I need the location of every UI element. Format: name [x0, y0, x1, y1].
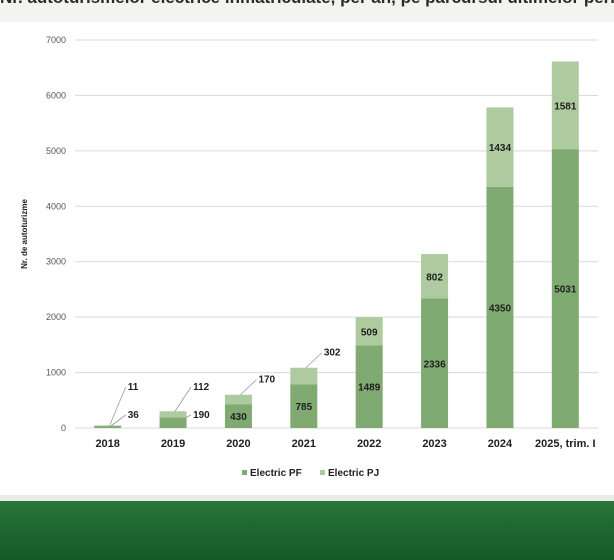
bar-pj [355, 317, 383, 346]
bar-pf [94, 426, 122, 428]
data-label: 190 [193, 410, 210, 421]
data-label: 36 [128, 410, 140, 421]
value-labels: 11 36 112 190 430 170 785 302 1489 509 2336 802 4350… [109, 101, 577, 428]
y-tick-label: 6000 [46, 90, 66, 100]
bars [94, 61, 579, 428]
data-label: 802 [426, 272, 443, 283]
y-tick-label: 5000 [46, 146, 66, 156]
stacked-bar-chart: 0 1000 2000 3000 4000 5000 6000 7000 Nr. de aut… [20, 35, 598, 479]
legend-swatch [242, 470, 247, 475]
footer-band [0, 495, 614, 560]
gridlines [75, 39, 598, 429]
y-tick-label: 4000 [46, 201, 66, 211]
leader-line [174, 386, 192, 412]
bar-pj [551, 61, 579, 150]
legend: Electric PF Electric PJ [242, 468, 379, 479]
x-category-label: 2024 [488, 438, 513, 450]
data-label: 5031 [554, 285, 577, 296]
y-axis-ticks: 0 1000 2000 3000 4000 5000 6000 7000 [46, 35, 66, 433]
y-tick-label: 2000 [46, 312, 66, 322]
x-category-label: 2018 [95, 438, 119, 450]
x-axis-categories: 2018 2019 2020 2021 2022 2023 2024 2025, trim. … [95, 438, 595, 450]
data-label: 785 [295, 402, 312, 413]
bar-pj [94, 425, 122, 427]
bar-pf [355, 345, 383, 428]
x-category-label: 2020 [226, 438, 250, 450]
x-category-label: 2025, trim. I [535, 438, 596, 450]
chart-card: 0 1000 2000 3000 4000 5000 6000 7000 Nr. de aut… [0, 22, 614, 495]
leader-line [174, 414, 192, 424]
bar-pf [551, 149, 579, 428]
data-label: 2336 [423, 359, 446, 370]
data-label: 302 [324, 348, 341, 359]
data-label: 112 [193, 382, 210, 393]
data-label: 430 [230, 412, 247, 423]
bar-pf [290, 384, 318, 428]
bar-pf [486, 186, 514, 428]
data-label: 509 [361, 327, 378, 338]
leader-line [240, 379, 257, 396]
y-tick-label: 0 [61, 423, 66, 433]
bar-pf [224, 404, 252, 428]
data-label: 11 [128, 382, 139, 393]
y-tick-label: 7000 [46, 35, 66, 45]
bar-pf [421, 298, 449, 428]
x-category-label: 2019 [161, 438, 185, 450]
bar-pj [290, 367, 318, 385]
y-tick-label: 1000 [46, 368, 66, 378]
bar-pj [421, 254, 449, 299]
chart-title-strip: Nr. autoturismelor electrice înmatricula… [0, 0, 614, 22]
data-label: 1489 [358, 383, 381, 394]
data-label: 170 [258, 375, 275, 386]
y-tick-label: 3000 [46, 257, 66, 267]
x-category-label: 2023 [422, 438, 446, 450]
footer-edge [0, 495, 614, 501]
leader-line [109, 414, 126, 428]
bar-pf [159, 417, 187, 428]
data-label: 1581 [554, 101, 577, 112]
legend-swatch [320, 470, 325, 475]
x-category-label: 2022 [357, 438, 381, 450]
legend-label: Electric PJ [328, 468, 379, 479]
data-label: 4350 [489, 303, 512, 314]
bar-pj [486, 107, 514, 187]
chart-title: Nr. autoturismelor electrice înmatricula… [0, 0, 614, 8]
leader-line [109, 386, 127, 426]
data-label: 1434 [489, 143, 512, 154]
y-axis-label: Nr. de autoturizme [20, 199, 29, 269]
x-category-label: 2021 [292, 438, 316, 450]
bar-pj [159, 411, 187, 418]
bar-pj [224, 394, 252, 405]
leader-line [305, 352, 323, 369]
legend-label: Electric PF [250, 468, 302, 479]
